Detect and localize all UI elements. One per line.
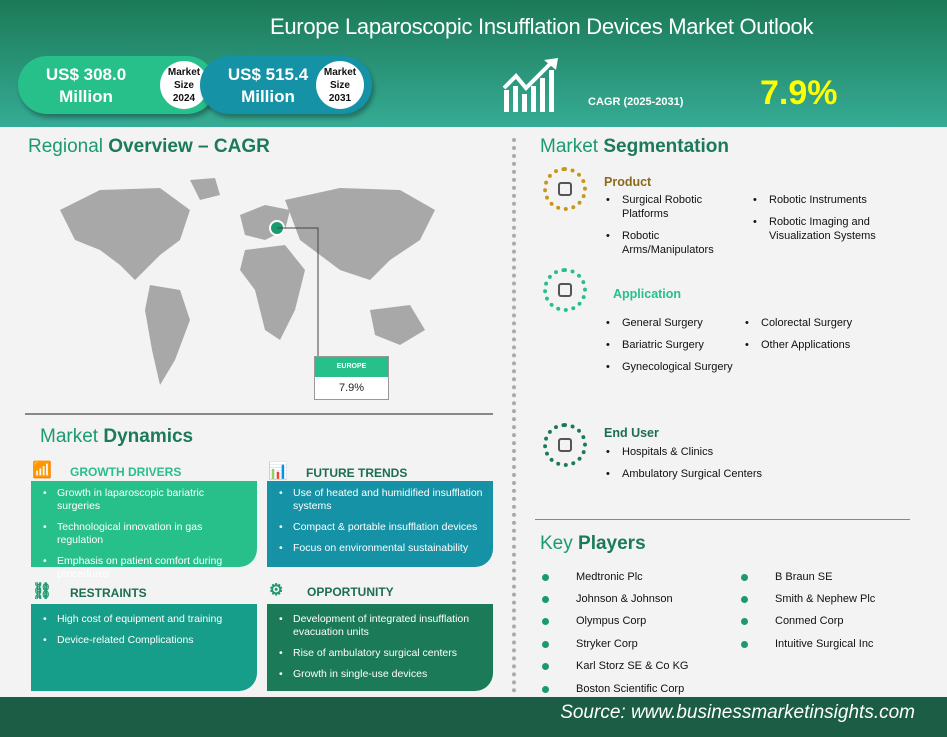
player-item: Stryker Corp <box>542 638 638 650</box>
list-item: Hospitals & Clinics <box>604 445 713 459</box>
t: Market <box>540 136 599 157</box>
player-item: Smith & Nephew Plc <box>740 593 876 605</box>
player-item: Boston Scientific Corp <box>541 683 685 695</box>
list-item: Robotic Arms/Manipulators <box>604 229 734 257</box>
dynamics-title: Market Dynamics <box>40 426 193 448</box>
europe-cagr-callout: EUROPE 7.9% <box>314 356 389 400</box>
player-item: Karl Storz SE & Co KG <box>541 660 689 672</box>
page-title: Europe Laparoscopic Insufflation Devices… <box>270 14 814 39</box>
regional-title: Regional Overview – CAGR <box>28 136 270 158</box>
t: Dynamics <box>103 426 194 447</box>
t: FUTURE TRENDS <box>306 466 408 480</box>
value: US$ 308.0 <box>45 65 127 84</box>
growth-chart-icon <box>502 58 558 112</box>
list-item: Technological innovation in gas regulati… <box>41 521 249 547</box>
world-map <box>60 178 435 385</box>
t: Players <box>578 533 646 554</box>
list-item: Surgical Robotic Platforms <box>604 193 724 221</box>
opportunity-box: Development of integrated insufflation e… <box>267 604 493 691</box>
t: Overview – CAGR <box>108 136 270 157</box>
t: Regional <box>28 136 103 157</box>
list-item: Bariatric Surgery <box>604 338 704 352</box>
t: Key <box>540 533 573 554</box>
region-value: 7.9% <box>338 382 365 394</box>
list-item: Robotic Imaging and Visualization System… <box>751 215 901 243</box>
growth-drivers-box: Growth in laparoscopic bariatric surgeri… <box>31 481 257 580</box>
list-item: Other Applications <box>743 338 850 352</box>
list-item: Rise of ambulatory surgical centers <box>277 647 485 660</box>
future-trends-heading: 📊 FUTURE TRENDS <box>268 463 408 480</box>
list-item: Gynecological Surgery <box>604 360 733 374</box>
cagr-value: 7.9% <box>760 74 838 112</box>
year: 2031 <box>328 93 352 104</box>
player-item: Intuitive Surgical Inc <box>740 638 874 650</box>
list-item: Colorectal Surgery <box>743 316 852 330</box>
trend-chart-icon: 📊 <box>268 463 288 480</box>
t: OPPORTUNITY <box>307 585 394 599</box>
t: RESTRAINTS <box>70 586 147 600</box>
player-item: Medtronic Plc <box>542 571 643 583</box>
list-item: Focus on environmental sustainability <box>277 542 485 555</box>
product-icon <box>543 167 587 211</box>
restraints-heading: ⛓ RESTRAINTS <box>32 583 147 600</box>
growth-chart-icon: 📶 <box>32 462 52 479</box>
application-icon <box>543 268 587 312</box>
market-size-2024-badge: US$ 308.0 Million Market Size 2024 <box>18 56 216 114</box>
player-item: B Braun SE <box>740 571 833 583</box>
future-trends-box: Use of heated and humidified insufflatio… <box>267 481 493 567</box>
end-user-icon <box>543 423 587 467</box>
source-text: Source: www.businessmarketinsights.com <box>560 702 915 723</box>
unit: Million <box>241 87 295 106</box>
label: Market <box>167 67 201 78</box>
player-item: Johnson & Johnson <box>542 593 673 605</box>
opportunity-heading: ⚙ OPPORTUNITY <box>269 582 394 599</box>
list-item: Use of heated and humidified insufflatio… <box>277 487 485 513</box>
player-item: Conmed Corp <box>740 615 844 627</box>
t: Market <box>40 426 99 447</box>
divider <box>25 413 493 415</box>
label: Market <box>323 67 357 78</box>
list-item: Robotic Instruments <box>751 193 901 207</box>
list-item: Development of integrated insufflation e… <box>277 613 485 639</box>
list-item: Ambulatory Surgical Centers <box>604 467 762 481</box>
player-item: Olympus Corp <box>541 615 647 627</box>
product-heading: Product <box>604 175 652 189</box>
list-item: General Surgery <box>604 316 703 330</box>
value: US$ 515.4 <box>227 65 309 84</box>
t: Segmentation <box>603 136 729 157</box>
end-user-heading: End User <box>604 426 659 440</box>
application-heading: Application <box>613 287 682 301</box>
label: Size <box>329 80 350 91</box>
list-item: Device-related Complications <box>41 634 249 647</box>
growth-drivers-heading: 📶 GROWTH DRIVERS <box>32 462 182 479</box>
key-players-title: Key Players <box>540 533 646 555</box>
list-item: Growth in single-use devices <box>277 668 485 681</box>
list-item: Growth in laparoscopic bariatric surgeri… <box>41 487 249 513</box>
t: GROWTH DRIVERS <box>70 465 182 479</box>
label: Size <box>173 80 194 91</box>
header-banner: Europe Laparoscopic Insufflation Devices… <box>0 0 947 127</box>
list-item: Compact & portable insufflation devices <box>277 521 485 534</box>
list-item: Emphasis on patient comfort during proce… <box>41 555 249 581</box>
market-size-2031-badge: US$ 515.4 Million Market Size 2031 <box>200 56 372 114</box>
region-label: EUROPE <box>315 357 388 377</box>
list-item: High cost of equipment and training <box>41 613 249 626</box>
cagr-label: CAGR (2025-2031) <box>588 96 684 108</box>
footer: Source: www.businessmarketinsights.com <box>0 697 947 737</box>
unit: Million <box>59 87 113 106</box>
vertical-divider <box>512 138 516 693</box>
broken-link-icon: ⛓ <box>32 583 53 600</box>
divider <box>535 519 910 520</box>
year: 2024 <box>172 93 196 104</box>
restraints-box: High cost of equipment and training Devic… <box>31 604 257 691</box>
gear-target-icon: ⚙ <box>269 582 284 599</box>
segmentation-title: Market Segmentation <box>540 136 729 158</box>
